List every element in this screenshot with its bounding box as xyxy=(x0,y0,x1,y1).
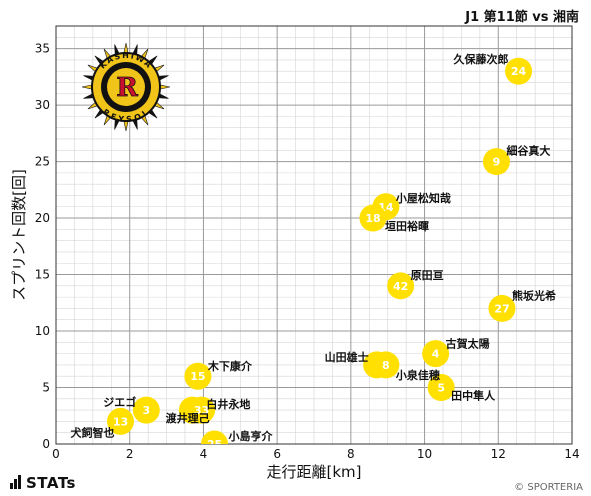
point-number: 13 xyxy=(113,415,128,428)
player-labels: 久保藤次郎細谷真大小屋松知哉垣田裕暉原田亘熊坂光希古賀太陽山田雄士小泉佳穂田中隼… xyxy=(71,52,556,443)
data-point xyxy=(488,294,516,322)
y-tick-label: 0 xyxy=(42,437,50,451)
point-number: 33 xyxy=(194,404,209,417)
point-number: 5 xyxy=(437,382,445,395)
point-label: 熊坂光希 xyxy=(512,288,556,302)
data-point xyxy=(184,362,212,390)
y-axis-label: スプリント回数[回] xyxy=(10,169,28,301)
point-label: 小島亨介 xyxy=(227,429,273,443)
point-number: 27 xyxy=(494,302,509,315)
data-points: 2491418422746851531323325 xyxy=(107,57,533,451)
point-number: 8 xyxy=(382,359,390,372)
x-tick-label: 10 xyxy=(417,447,432,461)
match-title: J1 第11節 vs 湘南 xyxy=(465,10,579,25)
data-point xyxy=(427,374,455,402)
copyright: © SPORTERIA xyxy=(514,482,583,493)
point-label: 渡井理己 xyxy=(166,411,210,425)
data-point xyxy=(372,351,400,379)
point-label: 田中隼人 xyxy=(451,389,496,403)
data-point xyxy=(200,430,228,444)
y-tick-label: 25 xyxy=(35,155,50,169)
point-number: 25 xyxy=(207,438,222,451)
logo-letter: R xyxy=(116,73,138,103)
stats-logo: STATs xyxy=(10,474,76,493)
point-label: ジエゴ xyxy=(103,395,136,409)
point-label: 細谷真大 xyxy=(506,144,550,158)
x-tick-label: 4 xyxy=(200,447,208,461)
y-tick-label: 20 xyxy=(35,211,50,225)
data-point xyxy=(188,396,216,424)
point-label: 小泉佳穂 xyxy=(395,368,440,382)
x-tick-label: 2 xyxy=(126,447,134,461)
x-axis-label: 走行距離[km] xyxy=(266,463,361,481)
data-point xyxy=(107,407,134,435)
point-number: 18 xyxy=(365,212,380,225)
x-tick-label: 6 xyxy=(273,447,281,461)
point-label: 小屋松知哉 xyxy=(395,191,451,205)
data-point xyxy=(387,272,415,300)
point-number: 42 xyxy=(393,280,408,293)
y-tick-label: 15 xyxy=(35,268,50,282)
data-point xyxy=(505,57,533,85)
data-point xyxy=(132,396,160,424)
point-number: 15 xyxy=(190,370,205,383)
point-label: 山田雄士 xyxy=(325,350,369,364)
x-tick-label: 14 xyxy=(564,447,579,461)
point-label: 木下康介 xyxy=(207,359,253,373)
point-label: 犬飼智也 xyxy=(71,425,115,439)
point-number: 24 xyxy=(511,65,527,78)
point-label: 古賀太陽 xyxy=(446,337,490,351)
x-tick-label: 8 xyxy=(347,447,355,461)
point-number: 9 xyxy=(493,156,501,169)
x-tick-label: 0 xyxy=(52,447,60,461)
data-point xyxy=(422,340,450,368)
point-label: 原田亘 xyxy=(411,269,444,282)
point-number: 4 xyxy=(432,348,440,361)
y-tick-label: 30 xyxy=(35,98,50,112)
club-logo: KASHIWA REYSOL R xyxy=(81,42,171,132)
y-tick-label: 35 xyxy=(35,42,50,56)
point-label: 垣田裕暉 xyxy=(385,219,429,233)
x-tick-label: 12 xyxy=(491,447,506,461)
point-label: 久保藤次郎 xyxy=(454,52,509,66)
plot-frame xyxy=(55,25,573,445)
y-tick-label: 5 xyxy=(42,381,50,395)
stats-logo-text: STATs xyxy=(26,474,76,492)
point-number: 3 xyxy=(142,404,150,417)
y-tick-label: 10 xyxy=(35,324,50,338)
data-point xyxy=(359,204,387,232)
point-label: 白井永地 xyxy=(206,397,250,411)
data-point xyxy=(482,148,510,176)
stats-bars-icon xyxy=(10,475,22,493)
